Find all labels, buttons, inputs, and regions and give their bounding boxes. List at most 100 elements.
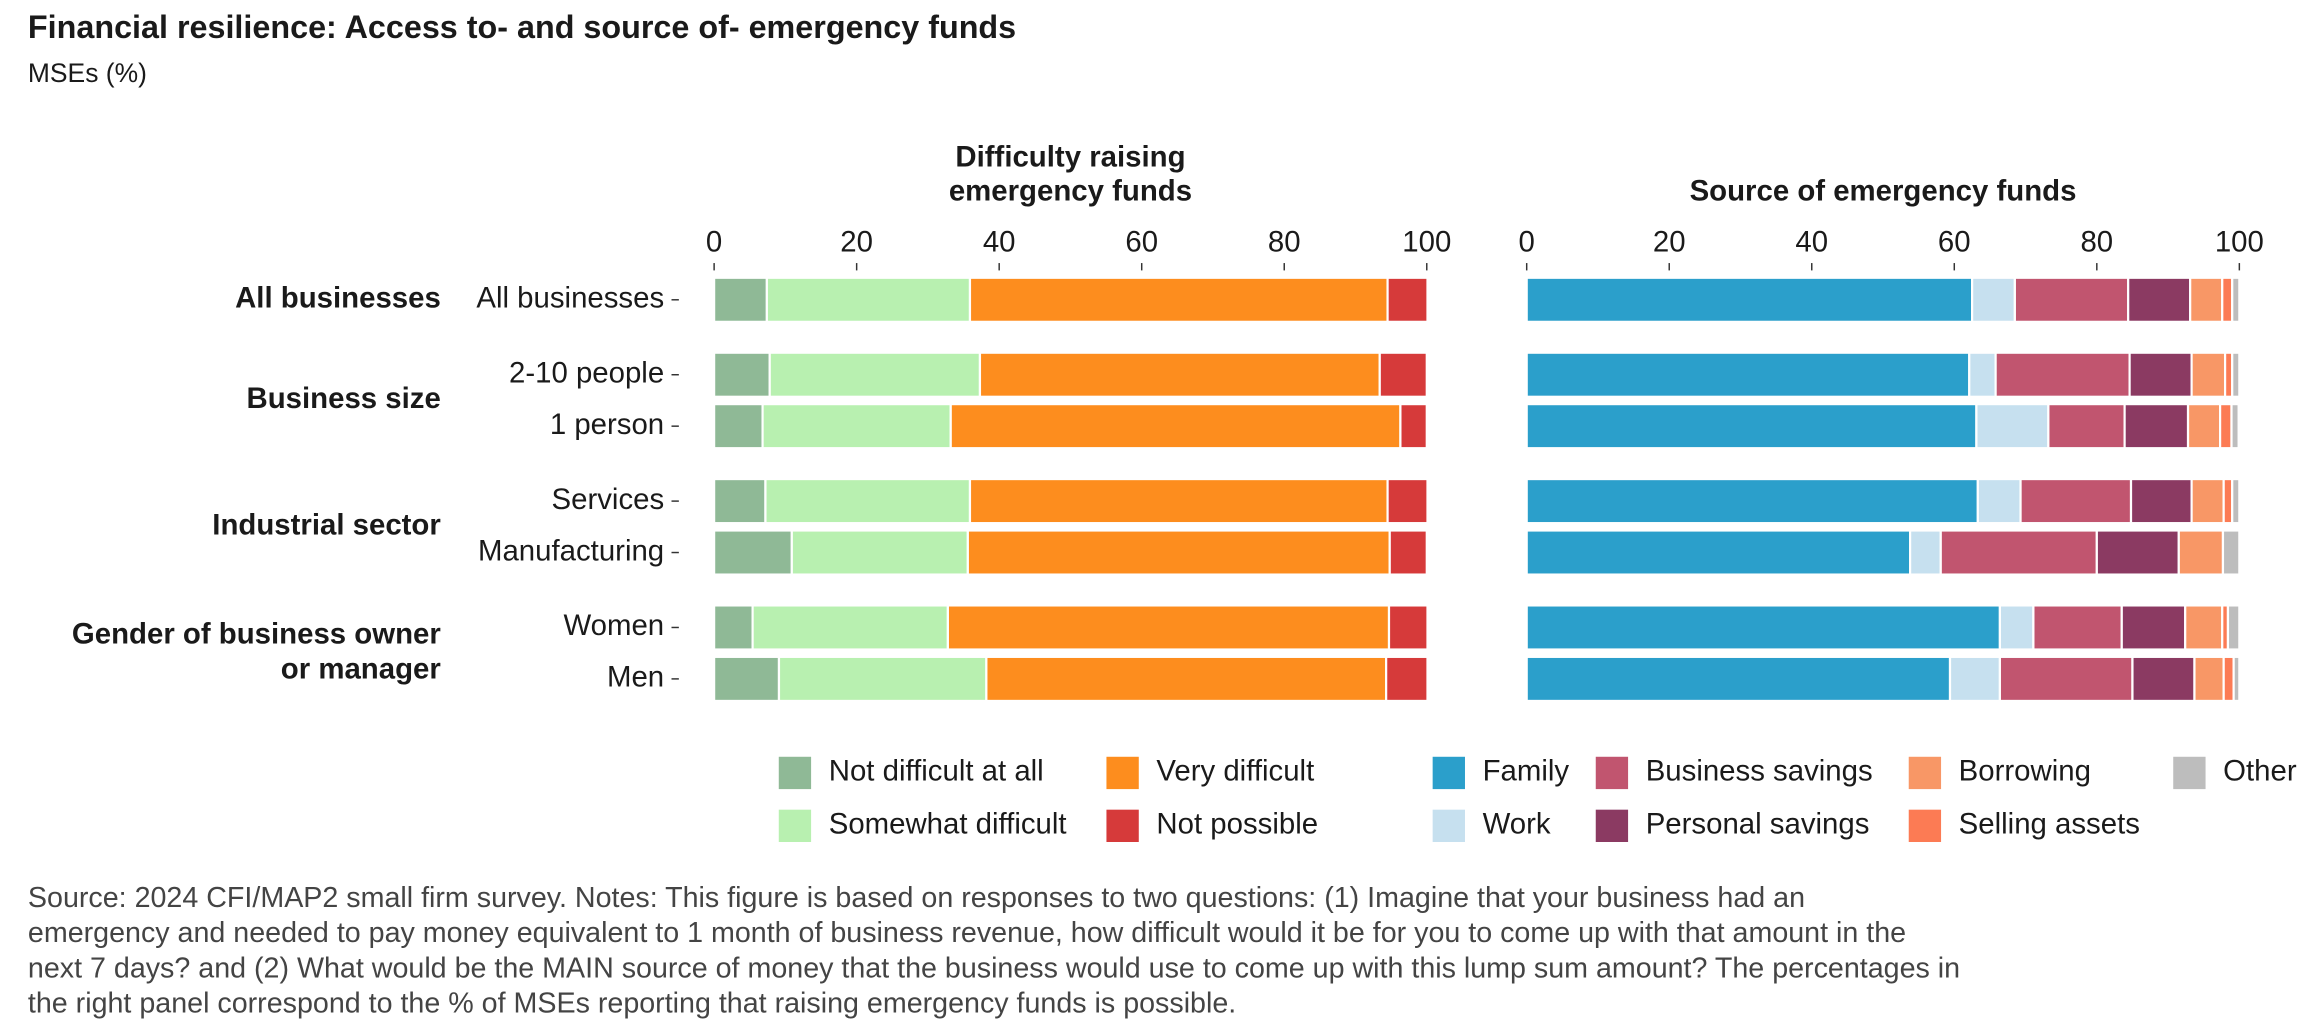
bar-segment: [1948, 655, 2001, 703]
bar-segment: [1387, 604, 1429, 651]
bar-segment: [768, 351, 982, 398]
bar-segment: [2032, 604, 2123, 651]
legend-label: Selling assets: [1959, 808, 2140, 841]
bar-segment: [1976, 477, 2022, 525]
x-tick-label: 60: [1938, 226, 1971, 259]
bar-segment: [2120, 604, 2187, 651]
bar-segment: [1525, 351, 1971, 398]
bar-segment: [1386, 276, 1429, 323]
bar-segment: [713, 351, 771, 398]
legend-swatch: [1432, 809, 1465, 842]
legend-swatch: [1106, 809, 1139, 842]
legend-swatch: [1908, 809, 1942, 842]
bar-segment: [2193, 655, 2225, 703]
x-tick-label: 20: [1653, 226, 1686, 259]
bar-segment: [713, 276, 768, 323]
footer-note: emergency and needed to pay money equiva…: [28, 917, 1906, 949]
footer-note: the right panel correspond to the % of M…: [28, 988, 1236, 1020]
bar-segment: [1525, 604, 2001, 651]
group-label: Industrial sector: [212, 509, 441, 542]
bar-segment: [2127, 276, 2192, 323]
bar-segment: [2184, 604, 2224, 651]
bar-segment: [1998, 655, 2134, 703]
y-tick-label: All businesses: [476, 282, 664, 315]
bar-segment: [2231, 276, 2241, 323]
bar-segment: [2221, 529, 2241, 576]
bar-segment: [1385, 655, 1429, 703]
bar-segment: [978, 351, 1381, 398]
bar-segment: [2123, 403, 2190, 450]
legend-label: Work: [1483, 808, 1551, 841]
x-tick-label: 40: [1795, 226, 1828, 259]
bar-segment: [2190, 477, 2225, 525]
legend-swatch: [1595, 809, 1629, 842]
legend-swatch: [1106, 756, 1139, 790]
bar-segment: [2128, 351, 2193, 398]
bar-segment: [2222, 477, 2234, 525]
bar-segment: [1378, 351, 1428, 398]
bar-segment: [2232, 655, 2241, 703]
bar-segment: [2219, 403, 2233, 450]
legend-label: Very difficult: [1156, 755, 1314, 788]
group-label: Gender of business owner: [72, 617, 441, 650]
bar-segment: [713, 529, 793, 576]
bar-segment: [2190, 351, 2227, 398]
x-tick-label: 40: [983, 226, 1016, 259]
x-tick-label: 80: [2080, 226, 2113, 259]
bar-segment: [2231, 351, 2241, 398]
bar-segment: [713, 477, 767, 525]
bar-segment: [2226, 604, 2241, 651]
legend-swatch: [1595, 756, 1629, 790]
group-label: All businesses: [235, 282, 441, 315]
bar-segment: [765, 276, 972, 323]
legend-label: Business savings: [1646, 755, 1873, 788]
bar-segment: [1998, 604, 2035, 651]
bar-segment: [761, 403, 952, 450]
panel-title: emergency funds: [949, 174, 1192, 207]
bar-segment: [713, 403, 764, 450]
bar-segment: [2222, 655, 2235, 703]
bar-segment: [1968, 351, 1997, 398]
bar-segment: [1386, 477, 1429, 525]
bar-segment: [968, 276, 1389, 323]
bar-segment: [1971, 276, 2016, 323]
legend-label: Family: [1483, 755, 1570, 788]
panel-title: Source of emergency funds: [1690, 174, 2077, 207]
legend-swatch: [778, 809, 812, 842]
y-tick-label: 2-10 people: [509, 357, 664, 390]
bar-segment: [2013, 276, 2130, 323]
x-tick-label: 60: [1125, 226, 1158, 259]
x-tick-label: 80: [1268, 226, 1301, 259]
chart-subtitle: MSEs (%): [28, 58, 147, 88]
bar-segment: [1994, 351, 2131, 398]
bar-segment: [1388, 529, 1428, 576]
group-label: Business size: [247, 382, 441, 415]
bar-segment: [968, 477, 1389, 525]
bar-segment: [1975, 403, 2050, 450]
legend-swatch: [2173, 756, 2206, 790]
group-label: or manager: [281, 653, 441, 686]
bar-segment: [1525, 403, 1978, 450]
legend-label: Somewhat difficult: [829, 808, 1067, 841]
bar-segment: [1525, 529, 1912, 576]
bar-segment: [2177, 529, 2225, 576]
y-tick-label: Men: [607, 661, 664, 694]
bar-segment: [2230, 403, 2240, 450]
bar-segment: [713, 604, 754, 651]
legend-label: Borrowing: [1959, 755, 2091, 788]
y-tick-label: Manufacturing: [478, 534, 664, 567]
bar-segment: [2131, 655, 2196, 703]
bar-segment: [764, 477, 972, 525]
footer-note: Source: 2024 CFI/MAP2 small firm survey.…: [28, 882, 1805, 914]
bar-segment: [2095, 529, 2180, 576]
bar-segment: [985, 655, 1388, 703]
bar-segment: [1939, 529, 2098, 576]
legend-label: Not difficult at all: [829, 755, 1044, 788]
legend-swatch: [1908, 756, 1942, 790]
bar-segment: [2189, 276, 2224, 323]
bar-segment: [1525, 655, 1952, 703]
legend-label: Personal savings: [1646, 808, 1870, 841]
bar-segment: [966, 529, 1391, 576]
